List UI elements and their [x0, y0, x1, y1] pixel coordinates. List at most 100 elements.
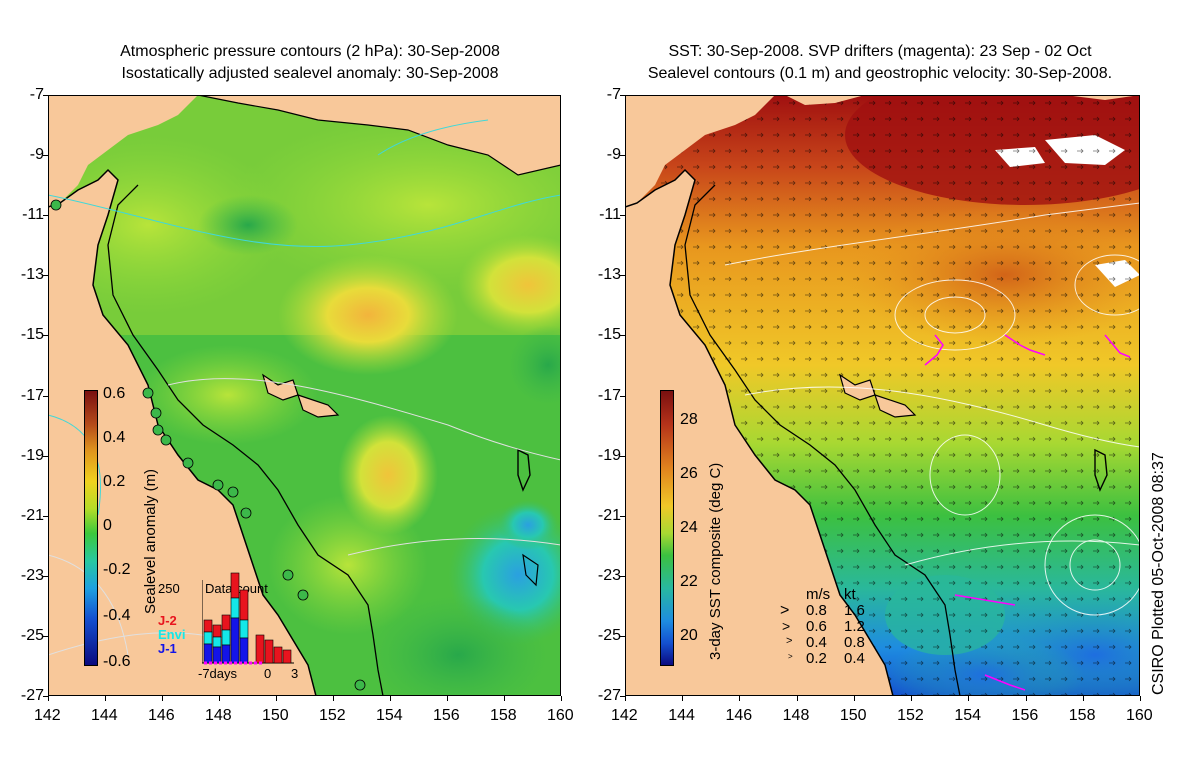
lon-tick-mark — [682, 696, 684, 701]
lon-tick-mark — [447, 696, 448, 701]
lon-tick-label: 150 — [839, 707, 867, 724]
sla-tick-04: 0.4 — [103, 429, 126, 446]
lat-tick-label: -25 — [20, 626, 44, 644]
lon-tick-mark — [1082, 696, 1084, 701]
lon-tick-mark — [561, 696, 562, 701]
lat-tick-mark — [620, 395, 625, 397]
data-count-inset: 250 Data count J-2 Envi J-1 -7days 0 3 — [150, 570, 300, 681]
lat-tick-label: -15 — [20, 326, 44, 344]
lon-tick-mark — [911, 696, 913, 701]
sealevel-anomaly-map — [48, 95, 561, 696]
lat-tick-label: -23 — [20, 566, 44, 584]
velocity-key-kt-header: kt — [844, 586, 856, 603]
sst-colorbar-label: 3-day SST composite (deg C) — [707, 462, 724, 660]
lat-tick-mark — [43, 215, 48, 217]
velocity-key-ms-header: m/s — [806, 586, 831, 603]
lat-tick-mark — [620, 696, 625, 697]
lon-tick-mark — [739, 696, 741, 701]
lon-tick-mark — [48, 696, 49, 701]
sst-tick-20: 20 — [680, 627, 698, 644]
lon-tick-label: 156 — [433, 707, 460, 724]
lat-tick-label: -27 — [597, 687, 621, 704]
lat-tick-label: -7 — [606, 86, 621, 103]
lon-tick-label: 158 — [490, 707, 517, 724]
lon-tick-label: 150 — [262, 707, 289, 724]
lat-tick-label: -23 — [597, 566, 621, 584]
lat-tick-label: -11 — [599, 206, 621, 224]
lat-tick-mark — [620, 275, 625, 277]
lon-tick-label: 152 — [897, 707, 924, 724]
lat-tick-mark — [43, 575, 48, 577]
sst-map — [625, 95, 1140, 696]
legend-j2: J-2 — [158, 613, 177, 628]
lon-tick-mark — [333, 696, 334, 701]
sla-tick-m04: -0.4 — [103, 607, 131, 624]
sst-tick-24: 24 — [680, 519, 698, 536]
lon-tick-mark — [504, 696, 505, 701]
lon-tick-label: 144 — [91, 707, 118, 724]
data-count-histogram — [202, 572, 294, 665]
sla-tick-m06: -0.6 — [103, 653, 131, 670]
lat-tick-label: -27 — [20, 687, 44, 704]
sla-tick-02: 0.2 — [103, 473, 126, 490]
lat-tick-mark — [620, 575, 625, 577]
data-count-xlabel-right: 3 — [291, 666, 299, 681]
lon-tick-label: 154 — [376, 707, 403, 724]
lon-tick-label: 142 — [611, 707, 638, 724]
lat-tick-mark — [43, 455, 48, 457]
lat-tick-mark — [43, 275, 48, 277]
lat-tick-mark — [620, 335, 625, 337]
sealevel-anomaly-map-graphic — [48, 95, 561, 696]
lat-tick-label: -9 — [29, 146, 44, 164]
lon-tick-mark — [796, 696, 798, 701]
velocity-key-row1-kt: 1.2 — [844, 618, 865, 635]
lon-tick-label: 156 — [1011, 707, 1039, 724]
lon-tick-label: 146 — [725, 707, 753, 724]
sst-colorbar — [660, 390, 674, 666]
velocity-key-row3-ms: 0.2 — [806, 650, 827, 667]
lon-tick-mark — [219, 696, 220, 701]
sla-tick-06: 0.6 — [103, 385, 126, 402]
lat-tick-label: -21 — [597, 506, 621, 524]
lat-tick-label: -7 — [29, 86, 44, 103]
sst-tick-22: 22 — [680, 573, 698, 590]
lat-tick-mark — [43, 696, 48, 697]
lon-tick-mark — [105, 696, 106, 701]
velocity-key-arrow-icon: > — [780, 602, 790, 619]
lat-tick-label: -9 — [606, 146, 621, 164]
velocity-key-row1-ms: 0.6 — [806, 618, 827, 635]
data-count-xlabel-mid: 0 — [264, 666, 272, 681]
lat-tick-label: -19 — [20, 446, 44, 464]
lat-tick-mark — [620, 635, 625, 637]
lat-tick-label: -11 — [22, 206, 44, 224]
lat-tick-label: -13 — [20, 266, 44, 284]
sst-tick-26: 26 — [680, 465, 698, 482]
data-count-xlabel-left: -7days — [198, 666, 238, 681]
lon-tick-label: 146 — [148, 707, 175, 724]
lat-tick-label: -17 — [20, 386, 44, 404]
lon-tick-mark — [625, 696, 626, 701]
lat-tick-label: -15 — [597, 326, 621, 344]
sst-map-graphic — [625, 95, 1140, 696]
lat-tick-label: -25 — [597, 626, 621, 644]
right-title-line1: SST: 30-Sep-2008. SVP drifters (magenta)… — [668, 43, 1092, 60]
velocity-key-row3-kt: 0.4 — [844, 650, 865, 667]
data-count-max: 250 — [158, 581, 180, 596]
lon-tick-label: 160 — [547, 707, 574, 724]
lat-tick-mark — [43, 635, 48, 637]
velocity-key-row0-ms: 0.8 — [806, 602, 827, 619]
lon-tick-mark — [1140, 696, 1141, 701]
lon-tick-label: 154 — [954, 707, 982, 724]
lon-tick-label: 152 — [319, 707, 346, 724]
credit-text: CSIRO Plotted 05-Oct-2008 08:37 — [1150, 452, 1167, 695]
lat-tick-mark — [620, 215, 625, 217]
lat-tick-label: -21 — [20, 506, 44, 524]
lat-tick-label: -13 — [597, 266, 621, 284]
lon-tick-mark — [276, 696, 277, 701]
velocity-key-arrow-icon: > — [786, 635, 793, 647]
lon-tick-label: 142 — [34, 707, 61, 724]
lat-tick-mark — [43, 95, 48, 96]
sst-tick-28: 28 — [680, 411, 698, 428]
sla-tick-0: 0 — [103, 517, 112, 534]
sealevel-colorbar — [84, 390, 98, 666]
